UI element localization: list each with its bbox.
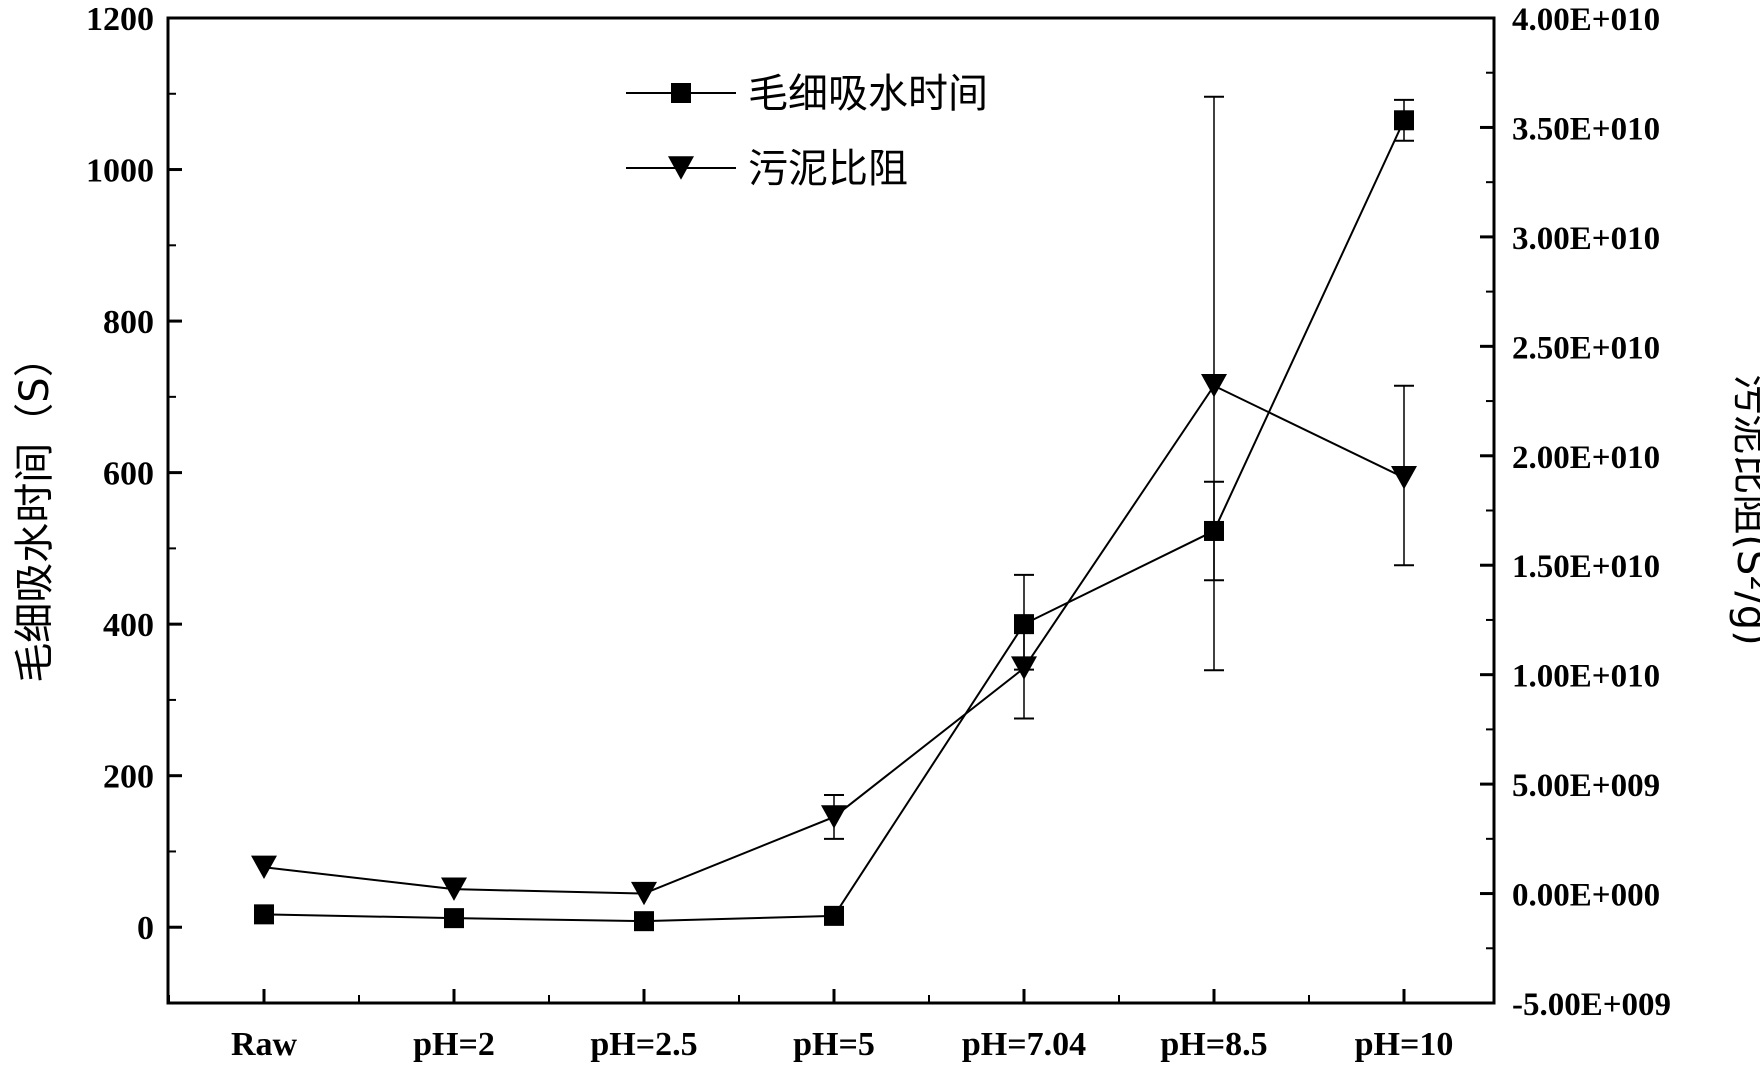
legend-triangle-marker: [668, 156, 694, 180]
x-tick-label: pH=8.5: [1160, 1026, 1267, 1063]
data-point-triangle: [1011, 656, 1037, 680]
x-tick-label: pH=5: [793, 1026, 875, 1063]
y-right-tick-label: 4.00E+010: [1512, 2, 1660, 38]
x-tick-label: Raw: [231, 1026, 298, 1063]
data-point-triangle: [1391, 465, 1417, 490]
y-right-tick-label: 3.50E+010: [1512, 111, 1660, 147]
x-tick-label: pH=2: [413, 1026, 495, 1063]
y-left-tick-label: 1200: [86, 1, 154, 38]
x-tick-label: pH=2.5: [590, 1026, 697, 1063]
x-tick-label: pH=10: [1355, 1026, 1454, 1063]
data-point-triangle: [821, 805, 847, 829]
data-point-triangle: [441, 877, 467, 901]
y-left-tick-label: 200: [103, 759, 154, 796]
y-axis-left-label: 毛细吸水时间（S）: [12, 337, 58, 682]
data-point-triangle: [631, 881, 657, 906]
y-left-tick-label: 600: [103, 456, 154, 493]
y-left-tick-label: 800: [103, 304, 154, 341]
y-right-tick-label: 0.00E+000: [1512, 878, 1660, 914]
data-point-triangle: [1201, 374, 1227, 398]
y-left-tick-label: 400: [103, 607, 154, 644]
data-point-square: [634, 911, 654, 932]
y-left-tick-label: 1000: [86, 153, 154, 190]
y-right-tick-label: 1.50E+010: [1512, 549, 1660, 585]
y-right-tick-label: 2.50E+010: [1512, 330, 1660, 366]
y-right-tick-label: 3.00E+010: [1512, 221, 1660, 257]
y-right-tick-label: -5.00E+009: [1512, 987, 1671, 1023]
data-point-square: [444, 908, 464, 929]
legend-label: 毛细吸水时间: [748, 71, 988, 117]
y-right-tick-label: 1.00E+010: [1512, 659, 1660, 695]
data-point-square: [1394, 110, 1414, 131]
data-point-triangle: [251, 855, 277, 879]
y-axis-right-label: 污泥比阻(S²/g): [1728, 374, 1760, 646]
y-right-tick-label: 5.00E+009: [1512, 768, 1660, 804]
y-right-tick-label: 2.00E+010: [1512, 440, 1660, 476]
x-tick-label: pH=7.04: [962, 1026, 1086, 1063]
y-left-tick-label: 0: [137, 910, 154, 947]
data-point-square: [254, 904, 274, 925]
data-point-square: [824, 905, 844, 926]
legend-label: 污泥比阻: [748, 146, 908, 192]
legend-square-marker: [671, 83, 691, 103]
